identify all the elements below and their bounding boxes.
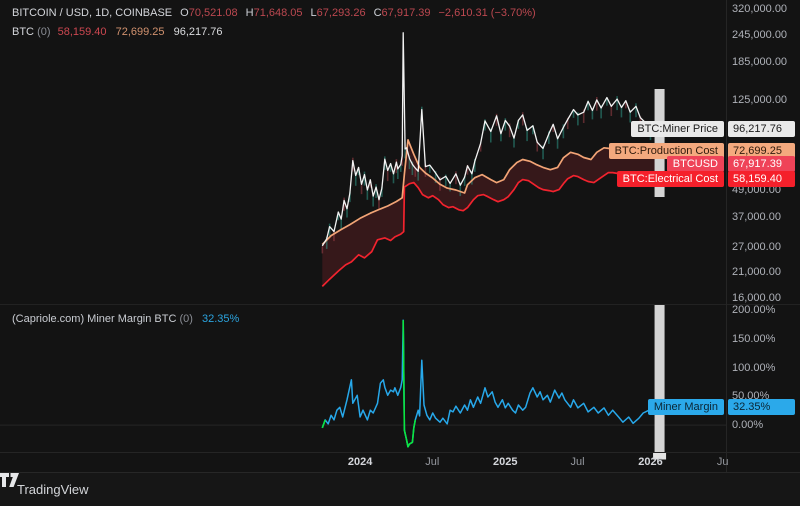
production-cost-line [321, 139, 656, 246]
time-tick-label: 2026 [638, 456, 663, 468]
miner-margin-negative-segment [402, 320, 417, 448]
price-tick-label: 245,000.00 [732, 29, 788, 42]
time-tick-label: Ju [716, 456, 729, 468]
price-tick-label: 320,000.00 [732, 3, 788, 16]
price-tick-label: 16,000.00 [732, 291, 781, 304]
miner-price-line [321, 32, 656, 247]
electrical-cost-line [321, 171, 656, 288]
date-marker-axis-square[interactable] [653, 452, 667, 460]
date-marker-bar-top[interactable] [654, 89, 665, 197]
percent-tick-label: 100.00% [732, 361, 776, 374]
time-tick-label: Jul [570, 456, 585, 468]
price-axis-border [726, 0, 727, 472]
miner-margin-line [321, 319, 656, 448]
footer-bar: TradingView [0, 472, 800, 506]
price-change: −2,610.31 (−3.70%) [438, 7, 536, 19]
price-tick-label: 125,000.00 [732, 93, 788, 106]
miner-margin-value: 32.35% [202, 313, 240, 325]
miner-margin-negative-segment [321, 419, 326, 429]
date-marker-bar-bottom[interactable] [654, 305, 665, 452]
time-axis-border [0, 452, 800, 453]
indicator-param: (0) [37, 26, 51, 38]
miner-margin-indicator-name: (Capriole.com) Miner Margin BTC [12, 313, 177, 325]
miner-margin-indicator-param: (0) [179, 313, 193, 325]
tradingview-brand-text[interactable]: TradingView [17, 482, 89, 497]
percent-tick-label: 50.00% [732, 390, 770, 403]
time-tick-label: 2025 [493, 456, 518, 468]
percent-tick-label: 150.00% [732, 333, 776, 346]
price-tick-label: 27,000.00 [732, 241, 781, 254]
miner-price-value: 96,217.76 [173, 26, 223, 38]
time-tick-label: 2024 [347, 456, 373, 468]
pane-separator[interactable] [0, 304, 800, 305]
symbol-legend-row[interactable]: BITCOIN / USD, 1D, COINBASE O70,521.08 H71… [12, 7, 536, 19]
price-tick-label: 21,000.00 [732, 265, 781, 278]
indicator-legend-row[interactable]: BTC (0) 58,159.40 72,699.25 96,217.76 [12, 26, 223, 38]
ohlc-low: L67,293.26 [310, 7, 366, 19]
production-cost-value: 72,699.25 [115, 26, 165, 38]
price-tick-label: 49,000.00 [732, 184, 781, 196]
tradingview-logo-icon[interactable] [0, 473, 19, 487]
electrical-cost-value: 58,159.40 [57, 26, 107, 38]
price-tick-label: 37,000.00 [732, 211, 781, 223]
chart-canvas[interactable] [0, 0, 800, 472]
symbol-title: BITCOIN / USD, 1D, COINBASE [12, 7, 173, 19]
price-tick-label: 185,000.00 [732, 56, 788, 69]
indicator-name: BTC [12, 26, 34, 38]
percent-tick-label: 200.00% [732, 304, 776, 317]
ohlc-open: O70,521.08 [180, 7, 238, 19]
percent-tick-label: 0.00% [732, 419, 764, 432]
miner-margin-legend-row[interactable]: (Capriole.com) Miner Margin BTC (0) 32.3… [12, 313, 239, 325]
time-tick-label: Jul [425, 456, 440, 468]
ohlc-high: H71,648.05 [245, 7, 303, 19]
ohlc-close: C67,917.39 [373, 7, 431, 19]
